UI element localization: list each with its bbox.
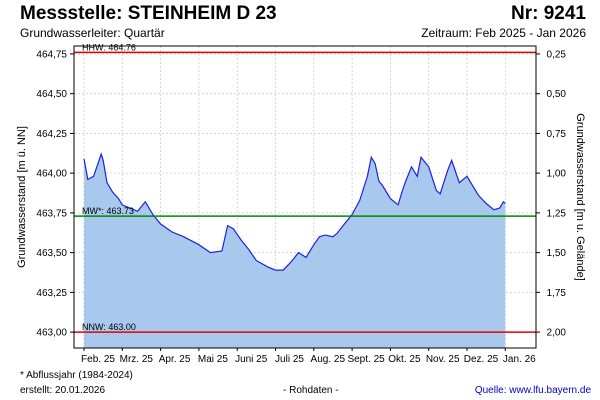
y2-axis-title: Grundwasserstand [m u. Gelände] bbox=[574, 113, 586, 281]
y-tick-label: 463,50 bbox=[36, 248, 67, 259]
y-tick-label: 464,50 bbox=[36, 89, 67, 100]
raw-data-note: - Rohdaten - bbox=[283, 385, 339, 396]
x-tick-label: Dez. 25 bbox=[464, 354, 499, 365]
x-tick-label: Mai 25 bbox=[198, 354, 228, 365]
x-tick-label: Juni 25 bbox=[235, 354, 268, 365]
created-date: erstellt: 20.01.2026 bbox=[20, 385, 106, 396]
x-tick-label: Okt. 25 bbox=[388, 354, 421, 365]
x-tick-label: Sept. 25 bbox=[347, 354, 385, 365]
y2-tick-label: 1,75 bbox=[547, 288, 567, 299]
y-tick-label: 464,00 bbox=[36, 169, 67, 180]
series-area bbox=[84, 154, 506, 348]
y2-tick-label: 0,50 bbox=[547, 89, 567, 100]
y2-tick-label: 2,00 bbox=[547, 328, 567, 339]
source-link[interactable]: Quelle: www.lfu.bayern.de bbox=[474, 385, 591, 396]
reference-line-label: NNW: 463.00 bbox=[82, 322, 136, 332]
y-tick-label: 463,75 bbox=[36, 208, 67, 219]
x-tick-label: Jan. 26 bbox=[503, 354, 536, 365]
y-axis-title: Grundwasserstand [m ü. NN] bbox=[16, 126, 28, 268]
reference-line-label: HHW: 464.76 bbox=[82, 42, 136, 52]
x-tick-label: Aug. 25 bbox=[311, 354, 346, 365]
series-line bbox=[83, 152, 506, 271]
x-tick-label: Juli 25 bbox=[275, 354, 304, 365]
plot-frame bbox=[73, 45, 537, 349]
y2-tick-label: 1,50 bbox=[547, 248, 567, 259]
y2-tick-label: 0,25 bbox=[547, 49, 567, 60]
x-tick-label: Feb. 25 bbox=[81, 354, 115, 365]
station-number: Nr: 9241 bbox=[511, 3, 586, 24]
aquifer-label: Grundwasserleiter: Quartär bbox=[20, 26, 165, 40]
footnote-abflussjahr: * Abflussjahr (1984-2024) bbox=[20, 370, 133, 381]
y2-tick-label: 0,75 bbox=[547, 129, 567, 140]
y-tick-label: 463,25 bbox=[36, 288, 67, 299]
x-tick-label: Apr. 25 bbox=[159, 354, 191, 365]
y-tick-label: 464,75 bbox=[36, 49, 67, 60]
x-tick-label: Mrz. 25 bbox=[120, 354, 154, 365]
period-label: Zeitraum: Feb 2025 - Jan 2026 bbox=[421, 26, 586, 40]
y2-tick-label: 1,25 bbox=[547, 208, 567, 219]
x-tick-label: Nov. 25 bbox=[426, 354, 460, 365]
y-tick-label: 464,25 bbox=[36, 129, 67, 140]
chart-title: Messstelle: STEINHEIM D 23 bbox=[20, 3, 277, 24]
reference-line-label: MW*: 463.73 bbox=[82, 206, 134, 216]
y2-tick-label: 1,00 bbox=[547, 169, 567, 180]
y-tick-label: 463,00 bbox=[36, 328, 67, 339]
